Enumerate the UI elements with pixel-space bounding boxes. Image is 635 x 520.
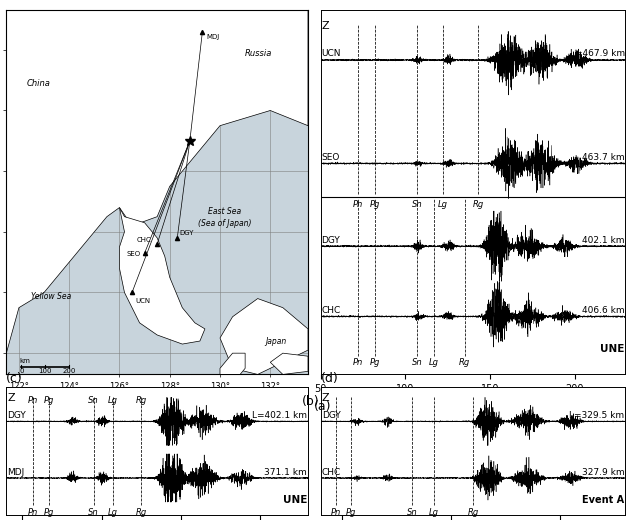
Text: L=467.9 km: L=467.9 km	[570, 49, 625, 58]
Text: L=402.1 km: L=402.1 km	[252, 411, 307, 420]
Text: UNE: UNE	[600, 344, 625, 354]
Text: DGY: DGY	[321, 236, 340, 244]
Text: Sn: Sn	[412, 358, 422, 367]
Text: SEO: SEO	[321, 153, 340, 162]
Text: DGY: DGY	[322, 411, 340, 420]
Text: Pg: Pg	[346, 508, 356, 517]
Text: Lg: Lg	[108, 508, 117, 517]
Polygon shape	[6, 10, 308, 374]
Text: UNE: UNE	[283, 495, 307, 505]
Text: DGY: DGY	[180, 230, 194, 236]
Text: Yellow Sea: Yellow Sea	[32, 292, 72, 301]
Text: DGY: DGY	[7, 411, 26, 420]
Text: CHC: CHC	[321, 306, 341, 315]
Text: Pg: Pg	[370, 200, 380, 209]
Text: 463.7 km: 463.7 km	[582, 153, 625, 162]
Text: Pg: Pg	[44, 508, 55, 517]
Text: Z: Z	[7, 393, 15, 403]
X-axis label: Time (s): Time (s)	[450, 400, 496, 410]
Text: Sn: Sn	[88, 508, 99, 517]
Text: CHC: CHC	[137, 238, 152, 243]
Text: East Sea: East Sea	[208, 206, 241, 216]
Text: 371.1 km: 371.1 km	[264, 468, 307, 477]
Text: Pn: Pn	[28, 396, 39, 405]
Text: Pn: Pn	[353, 358, 363, 367]
Text: Japan: Japan	[265, 337, 286, 346]
Text: CHC: CHC	[322, 468, 341, 477]
Text: km: km	[19, 358, 30, 364]
Text: UCN: UCN	[136, 298, 151, 304]
Text: 100: 100	[39, 368, 52, 374]
Text: Pn: Pn	[331, 508, 341, 517]
Text: Lg: Lg	[108, 396, 117, 405]
Text: Russia: Russia	[245, 49, 272, 58]
Text: Rg: Rg	[467, 508, 479, 517]
Text: China: China	[27, 79, 50, 88]
Text: SEO: SEO	[127, 251, 141, 257]
Text: 0: 0	[19, 368, 23, 374]
Text: 402.1 km: 402.1 km	[582, 236, 625, 244]
Text: Pg: Pg	[44, 396, 55, 405]
Text: Rg: Rg	[136, 508, 147, 517]
Text: Sn: Sn	[407, 508, 417, 517]
Text: (c): (c)	[6, 372, 23, 385]
Text: Event A: Event A	[582, 495, 624, 505]
Text: MDJ: MDJ	[7, 468, 24, 477]
Text: (a): (a)	[314, 400, 332, 413]
Text: Rg: Rg	[472, 200, 484, 209]
Text: (Sea of Japan): (Sea of Japan)	[198, 219, 252, 228]
Text: Z: Z	[321, 21, 329, 31]
Text: 200: 200	[62, 368, 76, 374]
Text: Pg: Pg	[370, 358, 380, 367]
Polygon shape	[119, 207, 205, 344]
Text: (d): (d)	[321, 372, 338, 385]
Text: Pn: Pn	[28, 508, 39, 517]
Text: Lg: Lg	[438, 200, 448, 209]
Text: (b): (b)	[302, 395, 319, 408]
Text: Sn: Sn	[412, 200, 422, 209]
Text: 327.9 km: 327.9 km	[582, 468, 624, 477]
Text: Rg: Rg	[136, 396, 147, 405]
Text: Lg: Lg	[429, 508, 439, 517]
Text: Sn: Sn	[88, 396, 99, 405]
Text: Pn: Pn	[353, 200, 363, 209]
Text: MDJ: MDJ	[206, 34, 220, 40]
Polygon shape	[220, 298, 308, 374]
Text: Z: Z	[322, 393, 330, 403]
Text: 406.6 km: 406.6 km	[582, 306, 625, 315]
Polygon shape	[271, 353, 308, 374]
Polygon shape	[220, 353, 245, 383]
Text: L=329.5 km: L=329.5 km	[569, 411, 624, 420]
Text: UCN: UCN	[321, 49, 341, 58]
Text: Lg: Lg	[429, 358, 439, 367]
Text: Rg: Rg	[459, 358, 471, 367]
